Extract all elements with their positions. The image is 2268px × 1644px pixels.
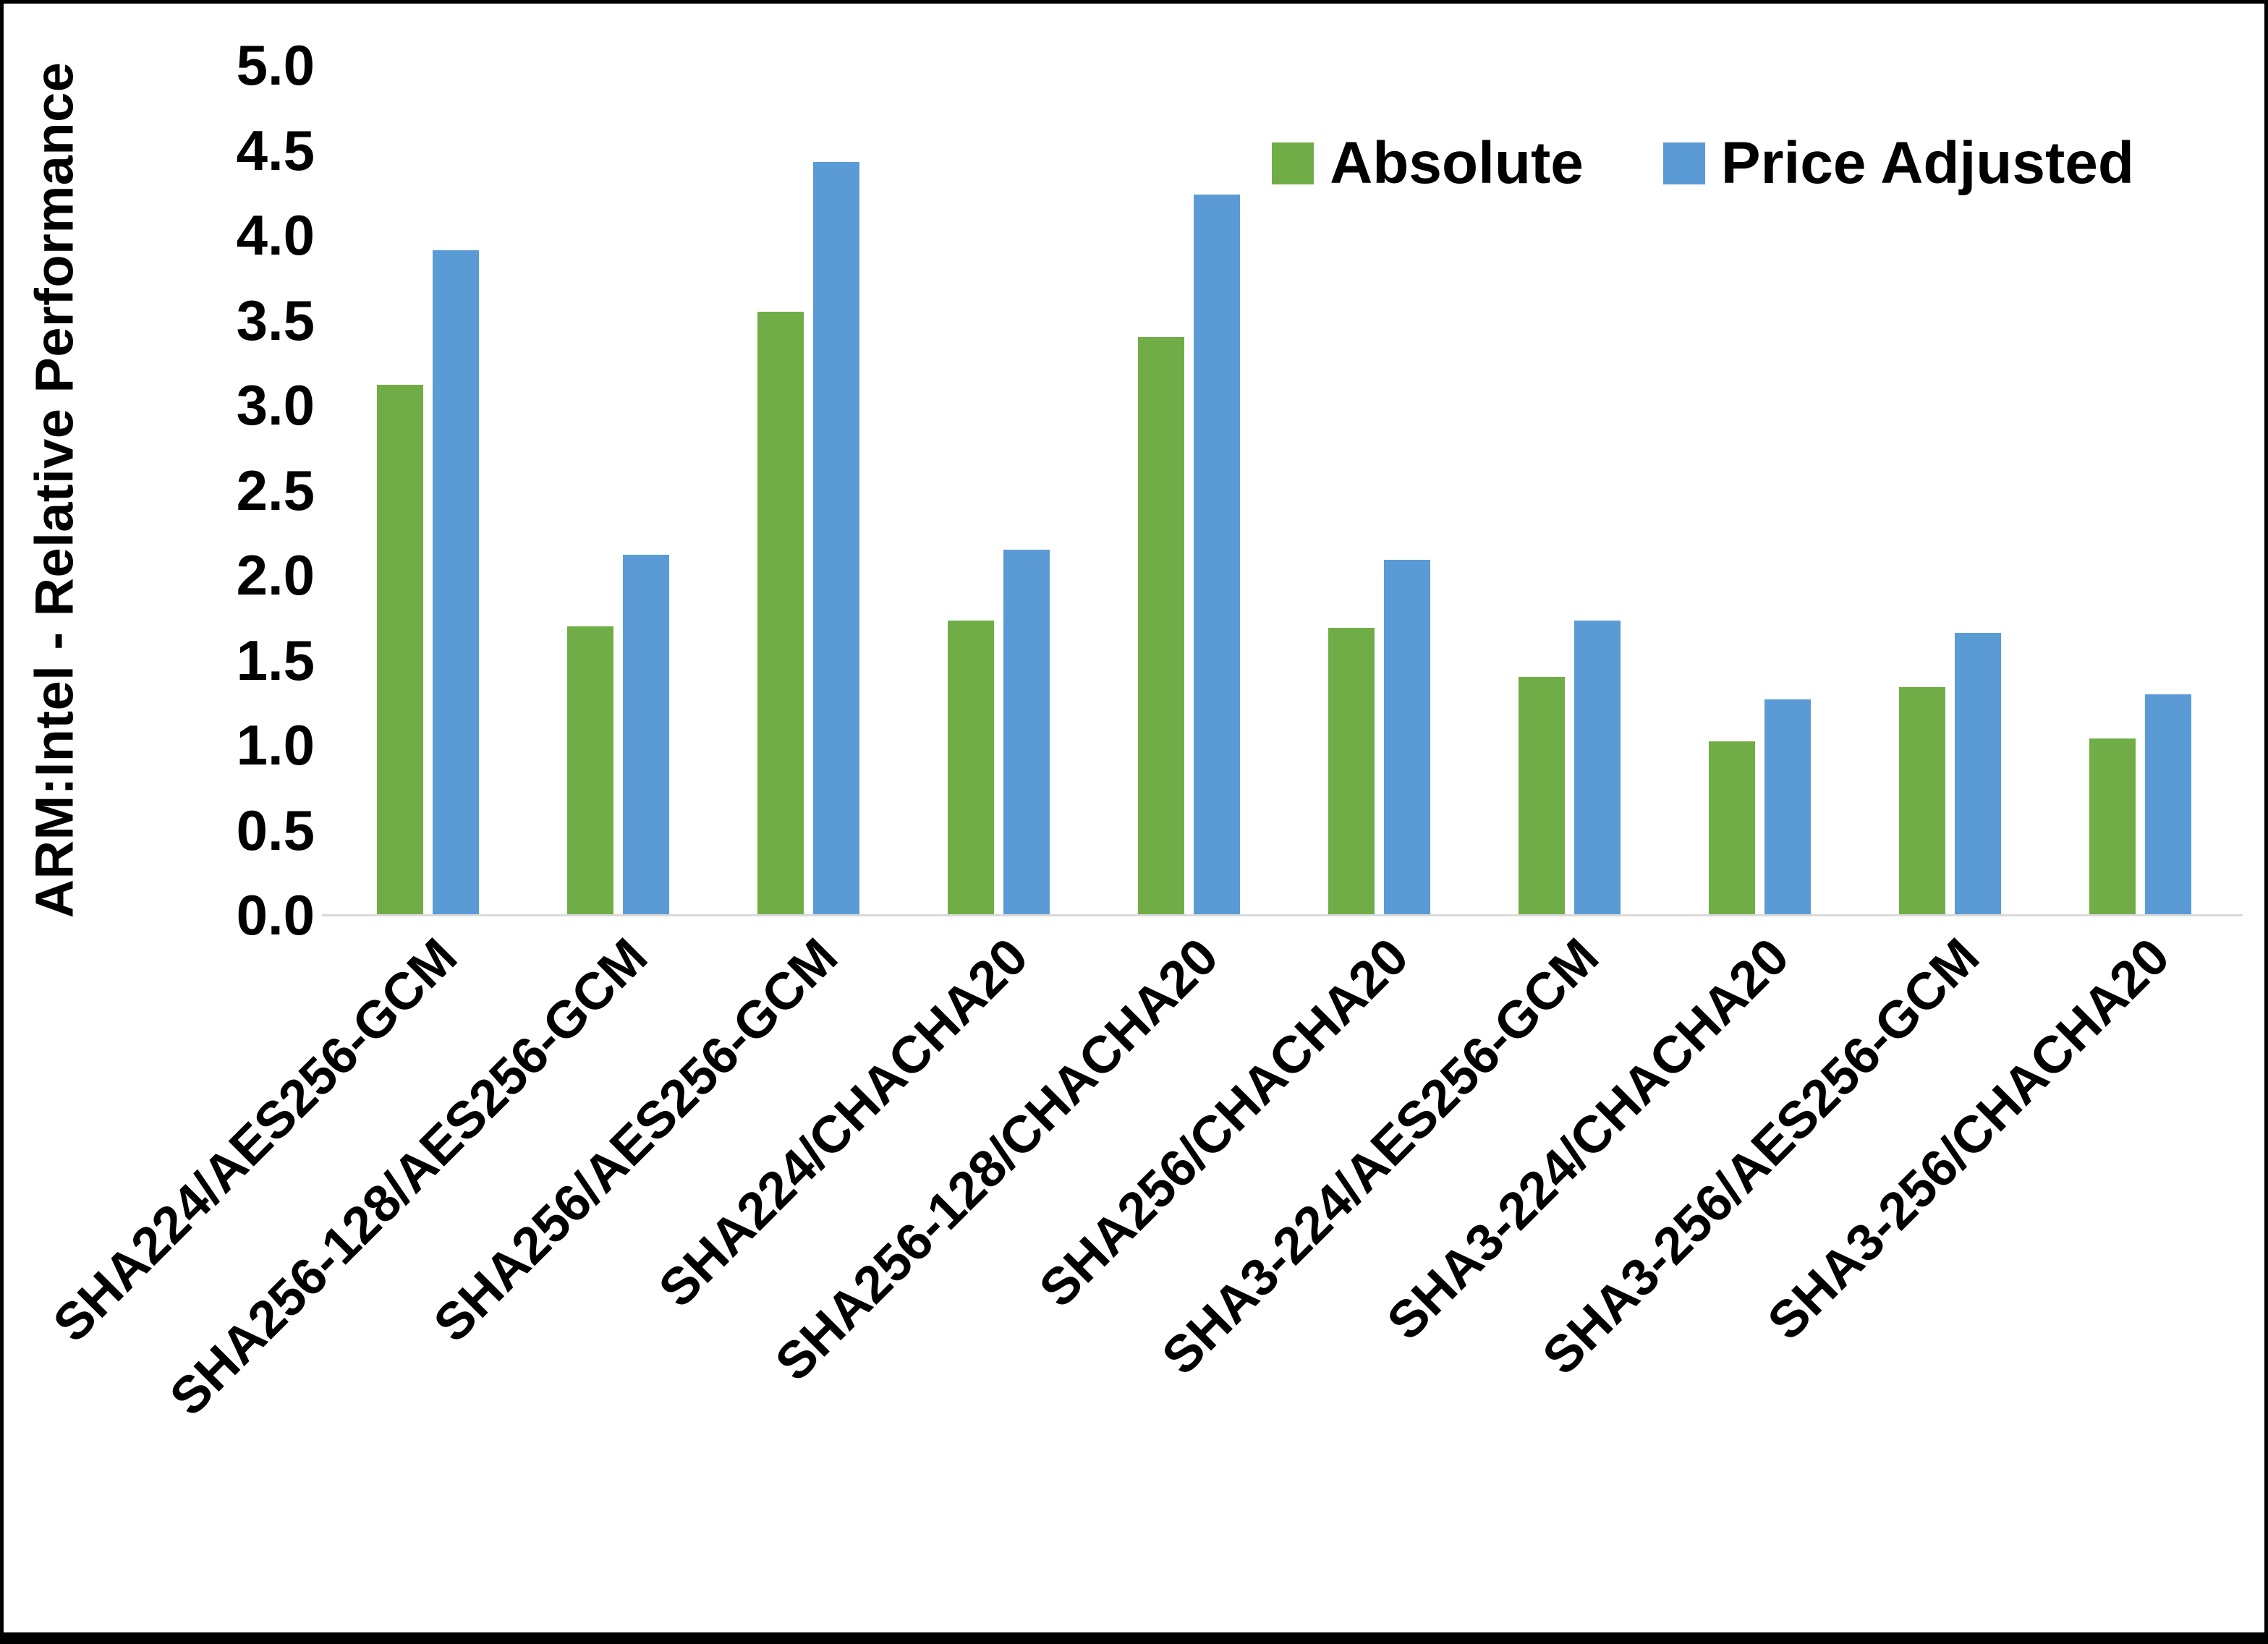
bar-price-adjusted <box>1764 699 1811 915</box>
y-axis-title-wrap: ARM:Intel - Relative Performance <box>14 62 94 919</box>
category-label: SHA3-256/CHACHA20 <box>1757 927 2181 1351</box>
bar-group <box>333 65 523 915</box>
bar-group <box>1665 65 1855 915</box>
bar-group <box>1855 65 2045 915</box>
bar-price-adjusted <box>2145 694 2191 915</box>
bar-absolute <box>1328 627 1375 915</box>
bar-price-adjusted <box>1194 194 1240 915</box>
y-tick-label: 3.0 <box>236 373 315 437</box>
bar-group <box>1284 65 1474 915</box>
y-tick-label: 2.0 <box>236 543 315 607</box>
bar-group <box>2045 65 2235 915</box>
bar-price-adjusted <box>623 554 669 915</box>
bars-layer <box>333 65 2235 915</box>
bar-price-adjusted <box>1955 632 2001 915</box>
bar-absolute <box>757 311 804 915</box>
bar-group <box>904 65 1094 915</box>
y-tick-label: 1.0 <box>236 713 315 777</box>
y-tick-label: 4.5 <box>236 118 315 182</box>
category-label: SHA224/CHACHA20 <box>647 927 1040 1319</box>
bar-absolute <box>1138 337 1184 915</box>
y-tick-label: 5.0 <box>236 33 315 97</box>
plot-area: Absolute Price Adjusted <box>322 65 2243 916</box>
y-tick-label: 3.5 <box>236 288 315 352</box>
bar-price-adjusted <box>1574 621 1621 915</box>
bar-absolute <box>377 384 423 915</box>
y-tick-label: 4.0 <box>236 203 315 267</box>
legend-label-absolute: Absolute <box>1330 130 1584 196</box>
bar-group <box>523 65 713 915</box>
bar-absolute <box>567 626 613 915</box>
legend-swatch-price-adjusted-icon <box>1662 142 1705 184</box>
bar-group <box>713 65 904 915</box>
x-axis-line <box>322 914 2243 916</box>
y-tick-label: 2.5 <box>236 458 315 522</box>
bar-absolute <box>1519 677 1565 915</box>
legend-swatch-absolute-icon <box>1272 142 1314 184</box>
bar-absolute <box>948 621 994 915</box>
category-label: SHA256/CHACHA20 <box>1028 927 1420 1319</box>
bar-price-adjusted <box>1003 549 1050 915</box>
bar-price-adjusted <box>813 161 859 915</box>
bar-price-adjusted <box>433 250 479 915</box>
category-labels-layer: SHA224/AES256-GCM SHA256-128/AES256-GCM SH… <box>43 927 2235 1593</box>
bar-group <box>1094 65 1284 915</box>
y-tick-label: 0.5 <box>236 798 315 862</box>
y-tick-label: 1.5 <box>236 628 315 692</box>
legend: Absolute Price Adjusted <box>1272 134 2134 193</box>
bar-price-adjusted <box>1384 559 1430 915</box>
legend-label-price-adjusted: Price Adjusted <box>1720 130 2134 196</box>
legend-item-price-adjusted: Price Adjusted <box>1662 130 2134 196</box>
bar-absolute <box>2089 738 2136 915</box>
y-tick-label: 0.0 <box>236 883 315 947</box>
y-axis-tick-layer: 0.0 0.5 1.0 1.5 2.0 2.5 3.0 3.5 4.0 4.5 5.0 <box>105 37 315 943</box>
bar-absolute <box>1899 687 1945 915</box>
bar-absolute <box>1709 741 1755 915</box>
y-axis-title: ARM:Intel - Relative Performance <box>24 61 85 919</box>
bar-group <box>1474 65 1665 915</box>
legend-item-absolute: Absolute <box>1272 134 1584 193</box>
